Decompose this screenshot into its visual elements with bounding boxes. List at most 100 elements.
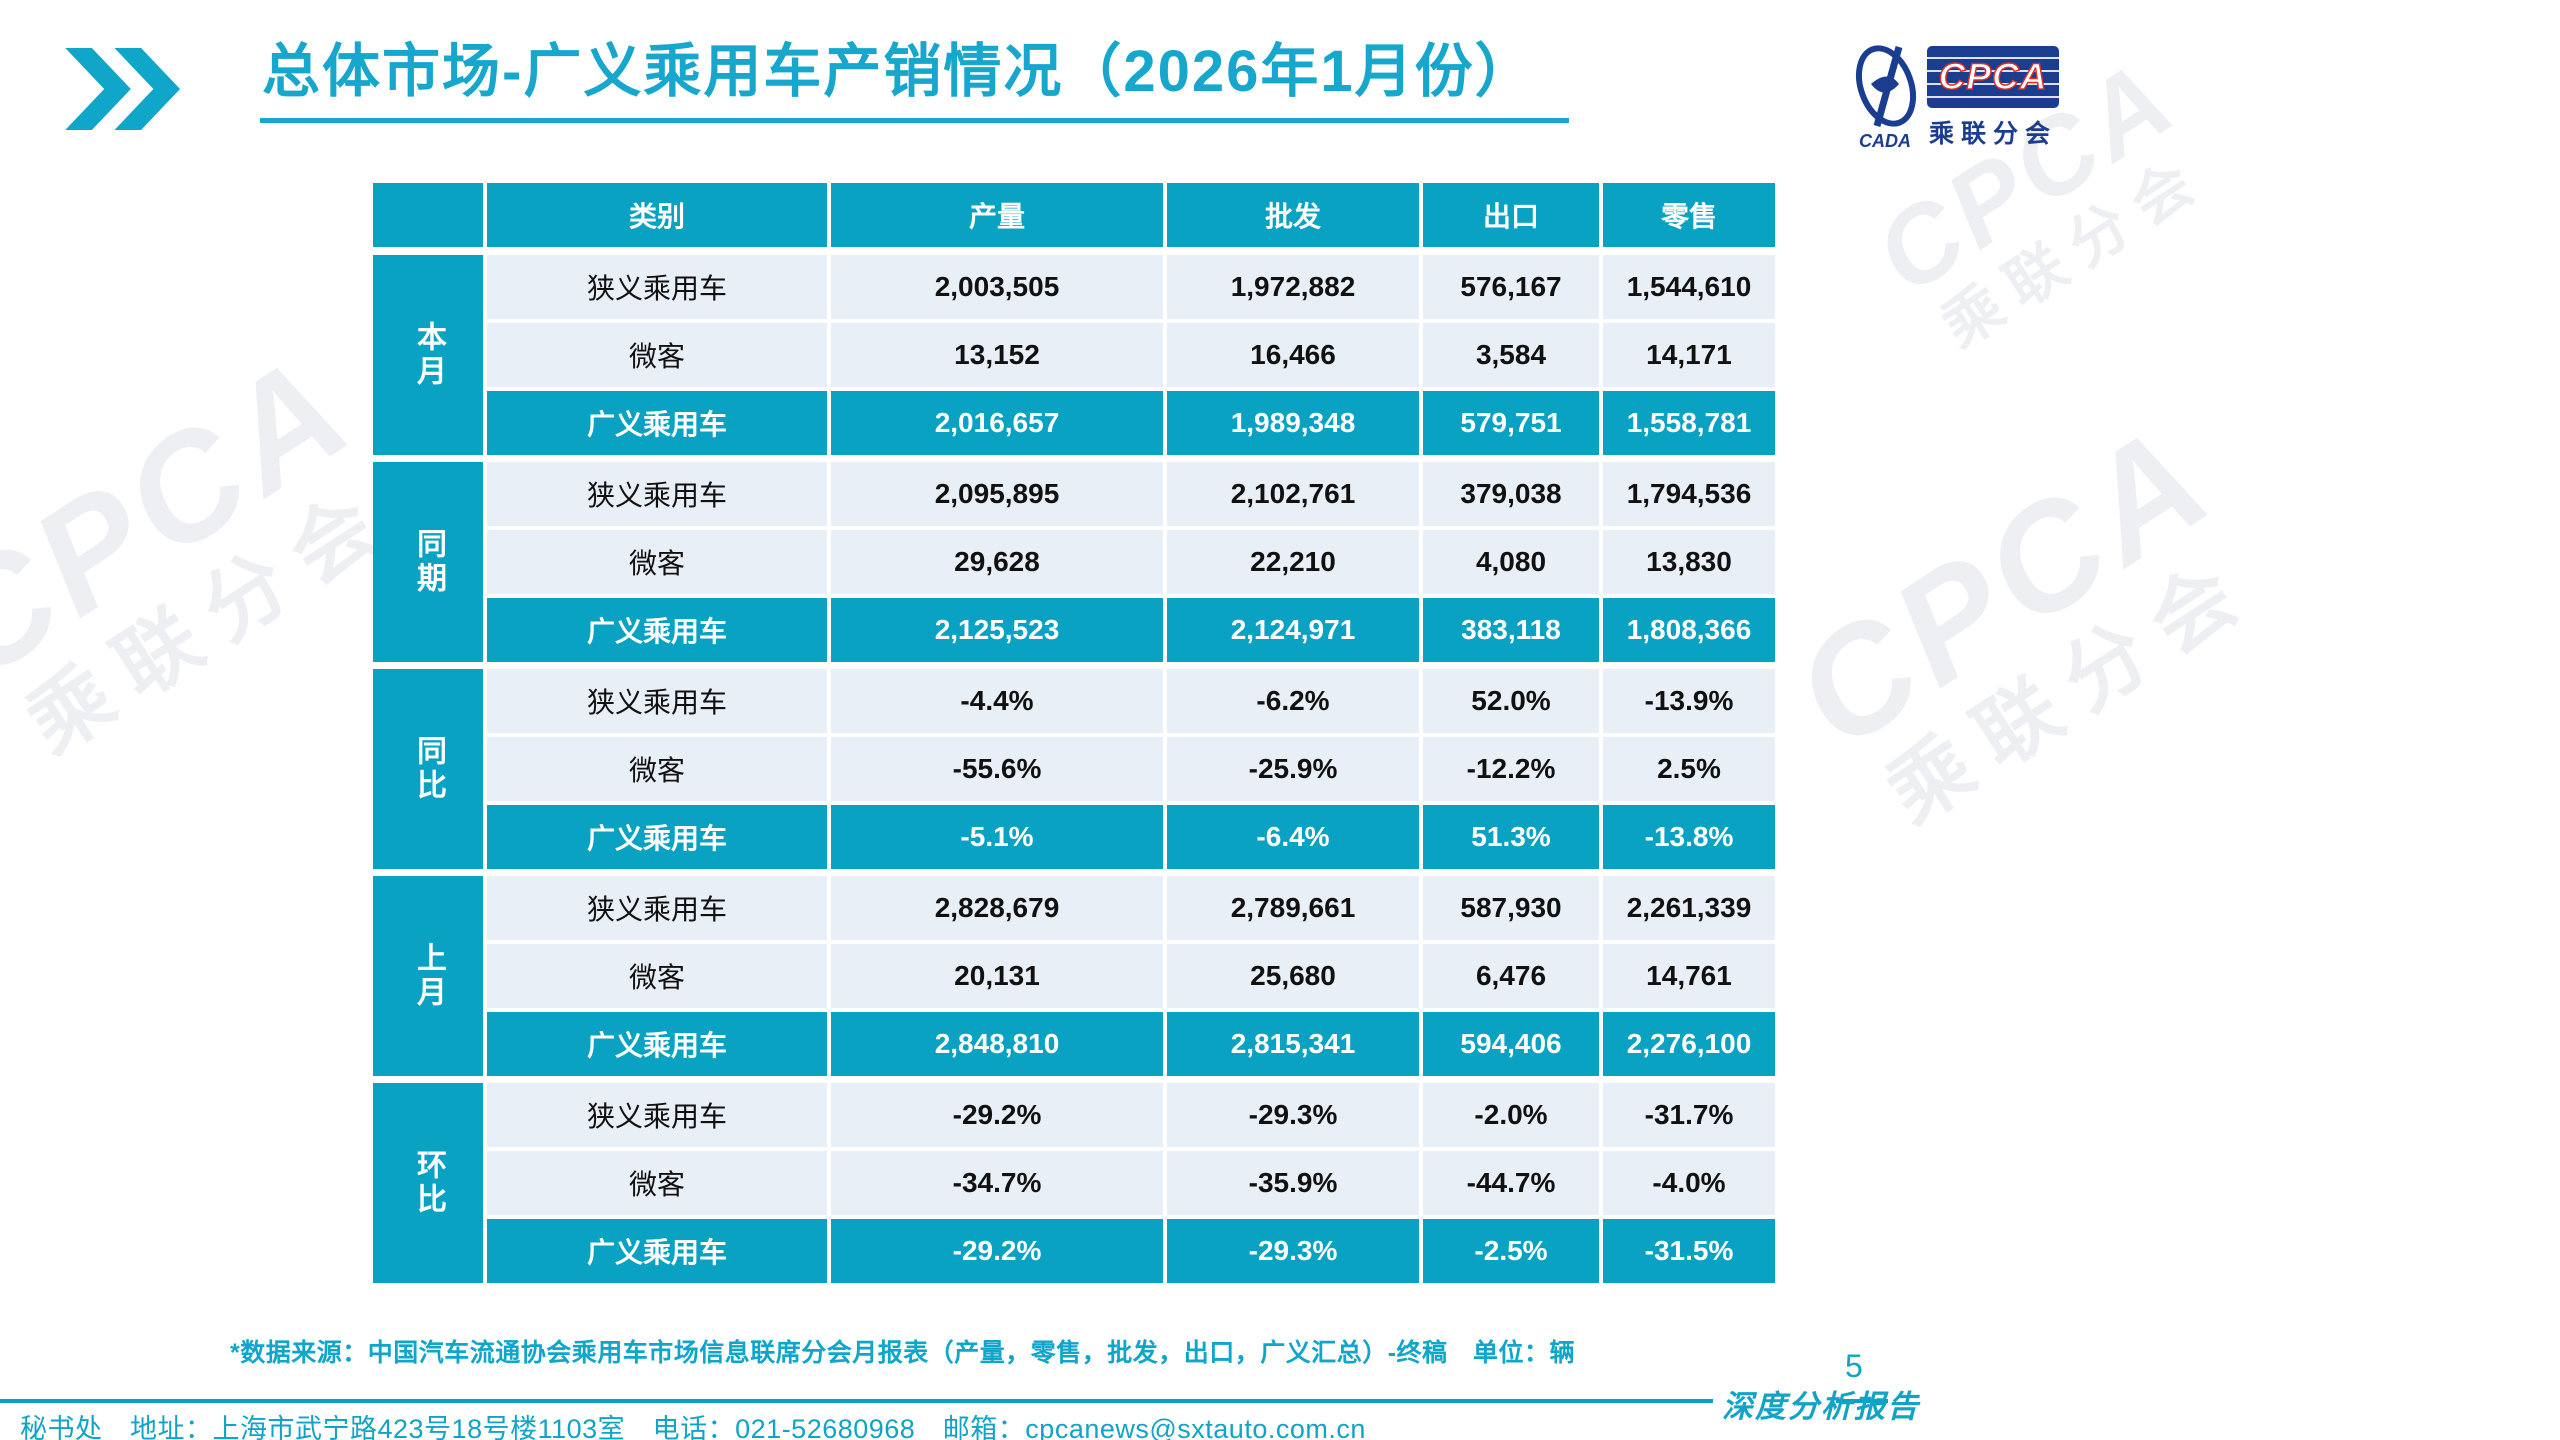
value-cell: -35.9% [1167,1151,1419,1215]
value-cell: -55.6% [831,737,1163,801]
value-cell: -25.9% [1167,737,1419,801]
watermark-text: CPCA [0,320,381,711]
value-cell: 383,118 [1423,598,1599,662]
category-cell: 狭义乘用车 [487,876,827,940]
table-body: 本月 狭义乘用车 2,003,505 1,972,882 576,167 1,544,61… [373,255,1775,1283]
value-cell: 52.0% [1423,669,1599,733]
value-cell: -29.2% [831,1083,1163,1147]
page-title: 总体市场-广义乘用车产销情况（2026年1月份） [260,40,1569,123]
value-cell: 1,808,366 [1603,598,1775,662]
value-cell: 13,152 [831,323,1163,387]
group-label-mom-change: 环比 [373,1083,483,1283]
table-corner-cell [373,183,483,247]
group-label-this-month: 本月 [373,255,483,455]
value-cell: 51.3% [1423,805,1599,869]
value-cell: 1,794,536 [1603,462,1775,526]
value-cell: 2,016,657 [831,391,1163,455]
logo-subtitle: 乘联分会 [1928,120,2057,148]
column-header-export: 出口 [1423,183,1599,247]
value-cell: 1,558,781 [1603,391,1775,455]
value-cell: -29.3% [1167,1083,1419,1147]
group-label-yoy-change: 同比 [373,669,483,869]
value-cell: 3,584 [1423,323,1599,387]
page-number: 5 [1845,1348,1863,1384]
value-cell: 587,930 [1423,876,1599,940]
cada-logo-text: CADA [1859,131,1911,151]
report-type-label: 深度分析报告 [1722,1389,1920,1424]
column-header-category: 类别 [487,183,827,247]
value-cell: -2.5% [1423,1219,1599,1283]
table-group-yoy-change: 同比 狭义乘用车 -4.4% -6.2% 52.0% -13.9% 微客 -55.6% -25.… [373,669,1775,869]
value-cell: 2,003,505 [831,255,1163,319]
value-cell: -2.0% [1423,1083,1599,1147]
value-cell: 2,125,523 [831,598,1163,662]
group-label-same-period: 同期 [373,462,483,662]
value-cell: 379,038 [1423,462,1599,526]
value-cell: 14,761 [1603,944,1775,1008]
value-cell: -44.7% [1423,1151,1599,1215]
title-row: 总体市场-广义乘用车产销情况（2026年1月份） [62,40,1569,130]
data-source-footnote: *数据来源：中国汽车流通协会乘用车市场信息联席分会月报表（产量，零售，批发，出口… [230,1339,1576,1367]
value-cell: -4.0% [1603,1151,1775,1215]
category-cell: 狭义乘用车 [487,462,827,526]
category-cell: 狭义乘用车 [487,1083,827,1147]
value-cell: 2,124,971 [1167,598,1419,662]
value-cell: -29.3% [1167,1219,1419,1283]
value-cell: 4,080 [1423,530,1599,594]
cpca-logo-text: CPCA [1938,55,2048,98]
value-cell: 6,476 [1423,944,1599,1008]
column-header-production: 产量 [831,183,1163,247]
watermark-text: CPCA [1766,390,2241,781]
value-cell: 13,830 [1603,530,1775,594]
production-sales-table: 类别 产量 批发 出口 零售 本月 狭义乘用车 2,003,505 1,972,882… [373,183,1775,1290]
cpca-watermark: CPCA 乘联分会 [0,320,428,783]
category-cell: 狭义乘用车 [487,669,827,733]
value-cell: -34.7% [831,1151,1163,1215]
value-cell: -4.4% [831,669,1163,733]
value-cell: 594,406 [1423,1012,1599,1076]
value-cell: -13.9% [1603,669,1775,733]
table-group-same-period: 同期 狭义乘用车 2,095,895 2,102,761 379,038 1,794,53… [373,462,1775,662]
value-cell: 2,095,895 [831,462,1163,526]
value-cell: 2,102,761 [1167,462,1419,526]
value-cell: -6.4% [1167,805,1419,869]
value-cell: 2,828,679 [831,876,1163,940]
table-group-last-month: 上月 狭义乘用车 2,828,679 2,789,661 587,930 2,261,33… [373,876,1775,1076]
value-cell: 25,680 [1167,944,1419,1008]
double-chevron-icon [65,48,181,130]
footer-divider [0,1399,1713,1403]
value-cell: 1,989,348 [1167,391,1419,455]
category-cell: 微客 [487,944,827,1008]
column-header-wholesale: 批发 [1167,183,1419,247]
table-group-this-month: 本月 狭义乘用车 2,003,505 1,972,882 576,167 1,544,61… [373,255,1775,455]
logo-block: CADA CPCA 乘联分会 [1853,42,2063,152]
category-cell: 微客 [487,530,827,594]
category-cell: 广义乘用车 [487,1012,827,1076]
value-cell: 22,210 [1167,530,1419,594]
category-cell: 狭义乘用车 [487,255,827,319]
value-cell: 14,171 [1603,323,1775,387]
category-cell: 微客 [487,323,827,387]
category-cell: 广义乘用车 [487,391,827,455]
value-cell: -31.7% [1603,1083,1775,1147]
category-cell: 微客 [487,737,827,801]
value-cell: 2,789,661 [1167,876,1419,940]
value-cell: 1,544,610 [1603,255,1775,319]
category-cell: 广义乘用车 [487,805,827,869]
value-cell: -5.1% [831,805,1163,869]
value-cell: 579,751 [1423,391,1599,455]
column-header-retail: 零售 [1603,183,1775,247]
value-cell: 20,131 [831,944,1163,1008]
cpca-watermark: CPCA 乘联分会 [1766,390,2287,853]
category-cell: 广义乘用车 [487,598,827,662]
value-cell: -13.8% [1603,805,1775,869]
category-cell: 广义乘用车 [487,1219,827,1283]
value-cell: -6.2% [1167,669,1419,733]
value-cell: 2,848,810 [831,1012,1163,1076]
value-cell: -29.2% [831,1219,1163,1283]
value-cell: 1,972,882 [1167,255,1419,319]
table-header-row: 类别 产量 批发 出口 零售 [373,183,1775,247]
value-cell: 2,815,341 [1167,1012,1419,1076]
value-cell: 2,276,100 [1603,1012,1775,1076]
